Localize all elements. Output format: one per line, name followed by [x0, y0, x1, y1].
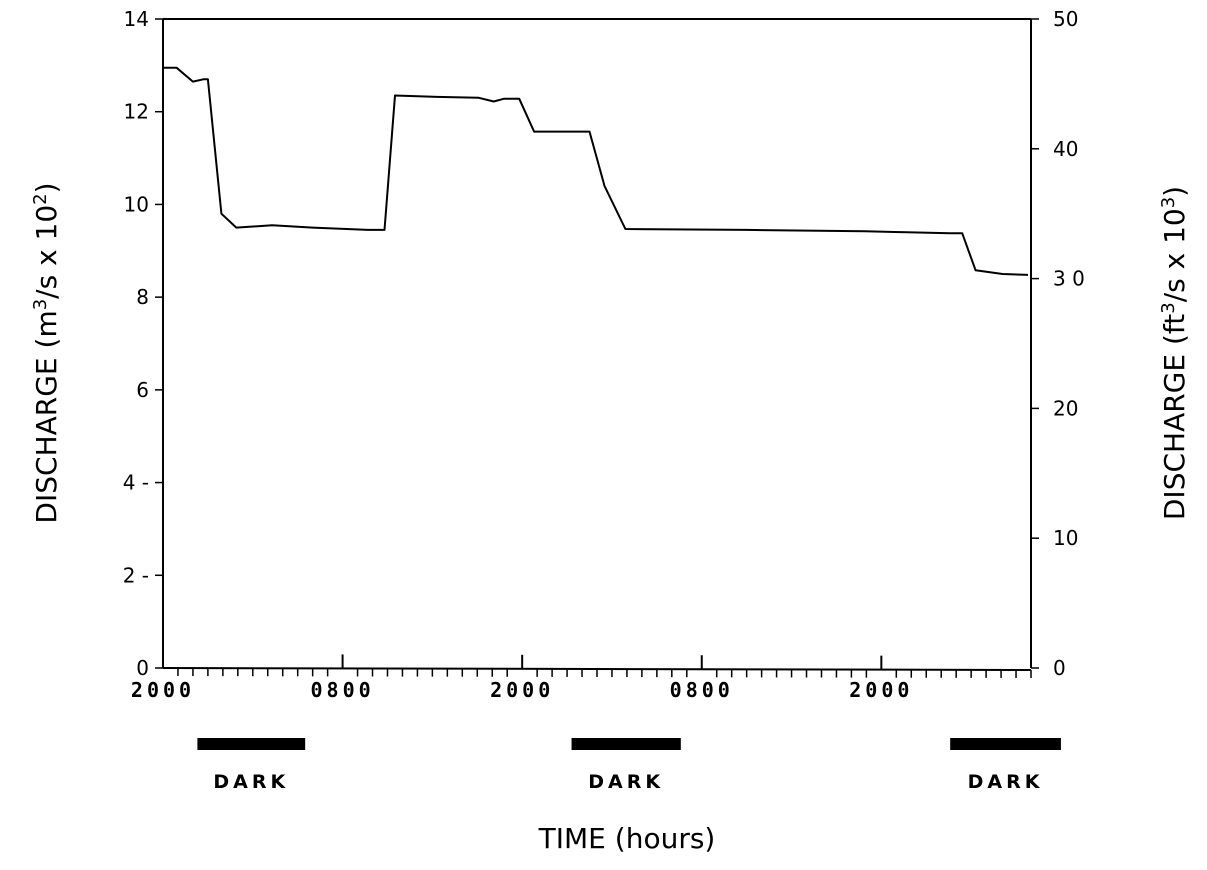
- y-right-tick-label: 40: [1053, 137, 1078, 161]
- y-left-tick-label: 10: [124, 192, 149, 216]
- y-axis-right-title: DISCHARGE (ft3/s x 103): [1158, 186, 1192, 520]
- y-right-tick-label: 10: [1053, 526, 1078, 550]
- y-left-tick-label: 0: [136, 656, 149, 680]
- x-tick-label: 2000: [849, 678, 913, 702]
- dark-period-bar: [950, 738, 1061, 750]
- dark-period-label: DARK: [213, 771, 289, 793]
- y-left-tick-label: 4 -: [123, 471, 149, 495]
- y-left-tick-label: 14: [124, 7, 149, 31]
- dark-period-bar: [571, 738, 681, 750]
- y-left-tick-label: 2 -: [123, 563, 149, 587]
- dark-period-bar: [197, 738, 306, 750]
- y-right-tick-label: 0: [1053, 656, 1066, 680]
- y-left-tick-label: 6: [136, 378, 149, 402]
- x-tick-label: 0800: [670, 678, 734, 702]
- y-axis-left-title: DISCHARGE (m3/s x 102): [30, 182, 64, 523]
- y-right-tick-label: 50: [1053, 7, 1078, 31]
- y-right-tick-label: 3 0: [1053, 267, 1085, 291]
- dark-period-label: DARK: [588, 771, 664, 793]
- y-left-tick-label: 8: [136, 285, 149, 309]
- x-tick-label: 2000: [131, 678, 195, 702]
- x-axis-title: TIME (hours): [538, 822, 716, 855]
- x-tick-label: 2000: [490, 678, 554, 702]
- x-tick-label: 0800: [311, 678, 375, 702]
- dark-period-label: DARK: [968, 771, 1044, 793]
- discharge-series-line: [163, 66, 1029, 276]
- y-left-tick-label: 12: [124, 100, 149, 124]
- y-right-tick-label: 20: [1053, 396, 1078, 420]
